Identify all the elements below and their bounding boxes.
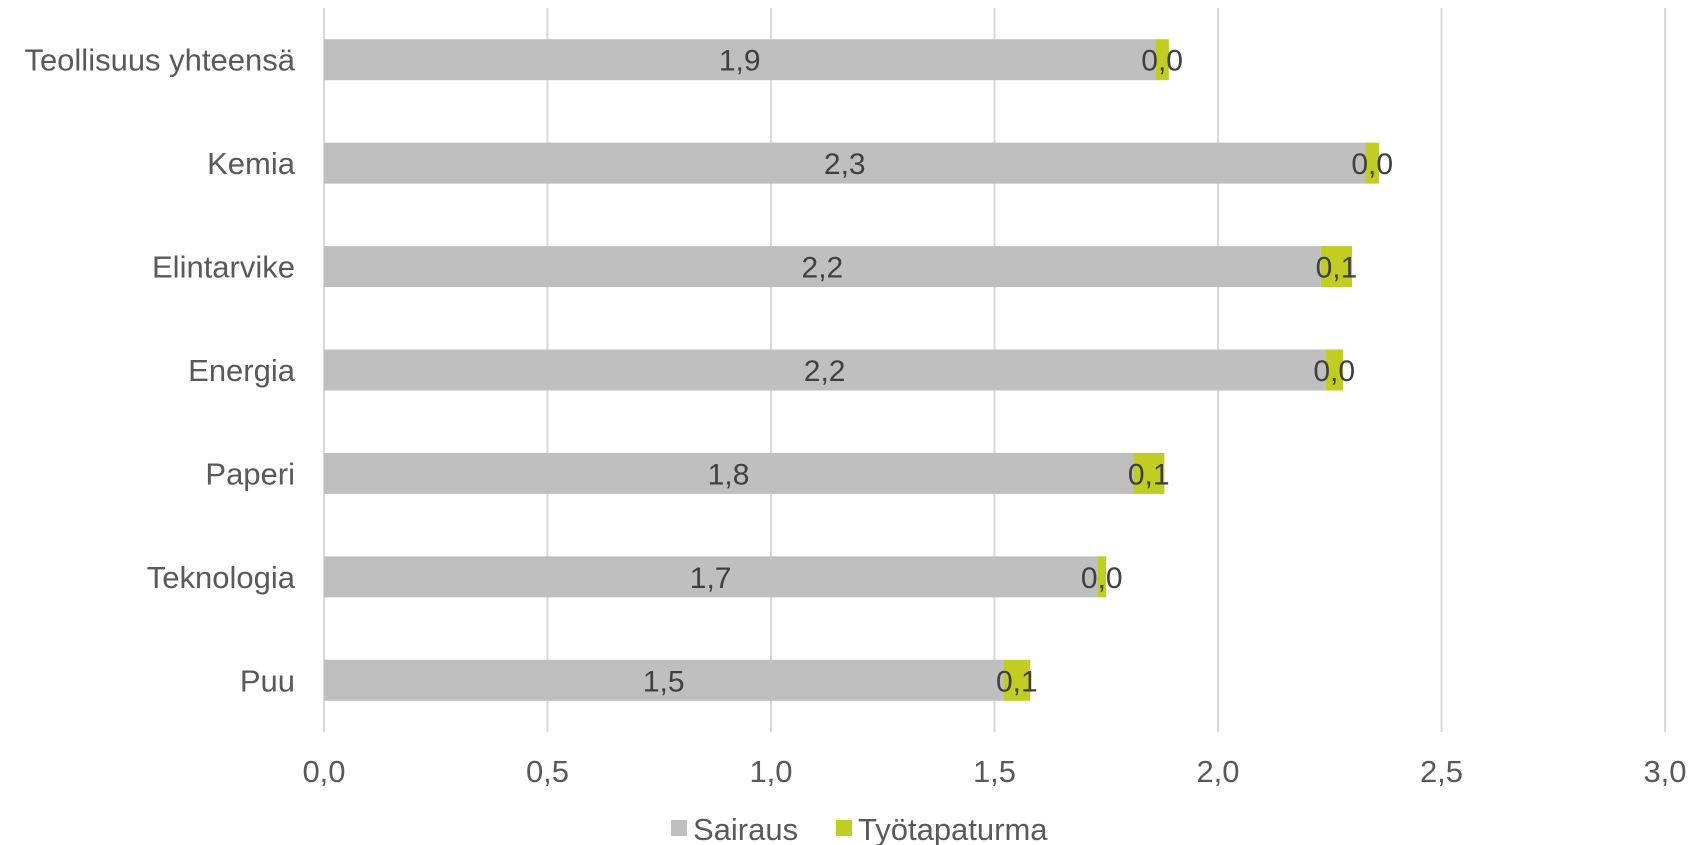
bars xyxy=(324,39,1379,701)
data-label-sairaus: 1,5 xyxy=(643,665,685,698)
bar-sairaus xyxy=(324,246,1321,288)
category-label: Teknologia xyxy=(147,560,296,595)
x-tick-label: 3,0 xyxy=(1643,754,1686,789)
legend: Sairaus Työtapaturma xyxy=(671,812,1048,845)
data-label-työtapaturma: 0,1 xyxy=(996,665,1038,698)
x-tick-label: 0,0 xyxy=(302,754,345,789)
category-label: Kemia xyxy=(207,146,296,181)
data-label-työtapaturma: 0,0 xyxy=(1081,562,1123,595)
data-label-työtapaturma: 0,1 xyxy=(1316,252,1358,285)
category-label: Puu xyxy=(240,663,295,698)
bar-työtapaturma xyxy=(1325,349,1344,391)
bar-sairaus xyxy=(324,556,1098,598)
data-label-sairaus: 2,2 xyxy=(802,252,844,285)
bar-työtapaturma xyxy=(1155,39,1169,81)
category-labels: Teollisuus yhteensä Kemia Elintarvike Energ… xyxy=(24,43,295,699)
bar-työtapaturma xyxy=(1003,659,1031,701)
bar-työtapaturma xyxy=(1365,142,1379,184)
legend-label: Työtapaturma xyxy=(858,812,1048,845)
data-label-työtapaturma: 0,0 xyxy=(1141,45,1183,78)
bar-sairaus xyxy=(324,452,1134,494)
x-tick-label: 0,5 xyxy=(526,754,569,789)
data-label-sairaus: 1,9 xyxy=(719,45,761,78)
legend-label: Sairaus xyxy=(693,812,798,845)
bar-sairaus xyxy=(324,142,1366,184)
bar-sairaus xyxy=(324,39,1156,81)
legend-swatch-työtapaturma xyxy=(836,820,852,836)
data-label-työtapaturma: 0,0 xyxy=(1313,355,1355,388)
x-tick-label: 2,5 xyxy=(1420,754,1463,789)
legend-swatch-sairaus xyxy=(671,820,687,836)
data-label-sairaus: 2,3 xyxy=(824,148,866,181)
x-tick-label: 1,0 xyxy=(749,754,792,789)
category-label: Energia xyxy=(188,353,296,388)
category-label: Elintarvike xyxy=(152,250,295,285)
data-label-sairaus: 1,7 xyxy=(690,562,732,595)
bar-sairaus xyxy=(324,659,1004,701)
data-label-työtapaturma: 0,1 xyxy=(1128,458,1170,491)
bar-sairaus xyxy=(324,349,1326,391)
bar-työtapaturma xyxy=(1097,556,1107,598)
data-labels: 1,9 0,0 2,3 0,0 2,2 0,1 2,2 0,0 1,8 0,1 1,7 0,0 1,5 0… xyxy=(643,45,1393,699)
x-tick-label: 1,5 xyxy=(973,754,1016,789)
category-label: Teollisuus yhteensä xyxy=(24,43,295,78)
bar-työtapaturma xyxy=(1320,246,1353,288)
data-label-työtapaturma: 0,0 xyxy=(1351,148,1393,181)
category-label: Paperi xyxy=(205,456,295,491)
x-axis-tick-labels: 0,0 0,5 1,0 1,5 2,0 2,5 3,0 xyxy=(302,754,1686,789)
x-tick-label: 2,0 xyxy=(1196,754,1239,789)
data-label-sairaus: 1,8 xyxy=(708,458,750,491)
bar-työtapaturma xyxy=(1133,452,1165,494)
data-label-sairaus: 2,2 xyxy=(804,355,846,388)
